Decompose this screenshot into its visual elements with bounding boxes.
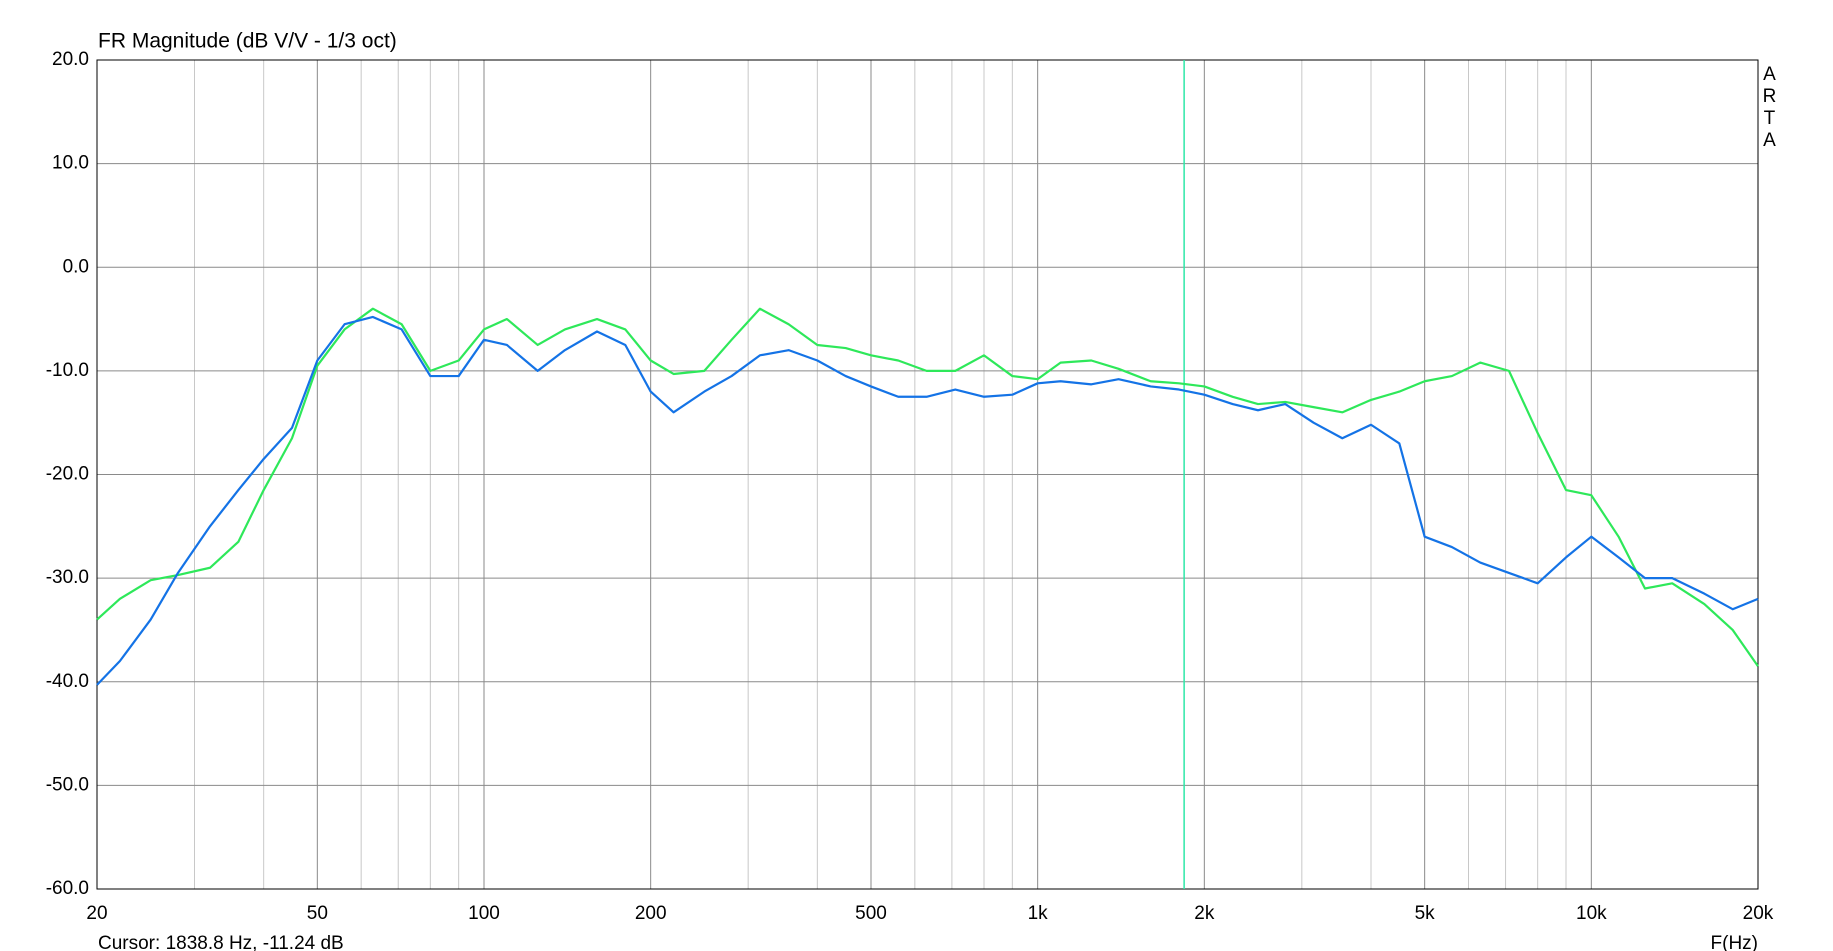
chart-title: FR Magnitude (dB V/V - 1/3 oct) xyxy=(98,30,397,53)
series-line xyxy=(96,307,1759,667)
x-tick-label: 1k xyxy=(1028,903,1049,924)
x-tick-label: 200 xyxy=(635,903,667,924)
y-tick-label: 10.0 xyxy=(52,153,89,174)
plot-frame xyxy=(96,59,1759,890)
x-tick-label: 100 xyxy=(468,903,500,924)
x-tick-label: 5k xyxy=(1415,903,1436,924)
x-tick-label: 10k xyxy=(1576,903,1607,924)
y-tick-label: -50.0 xyxy=(46,774,89,795)
x-tick-label: 500 xyxy=(855,903,887,924)
x-tick-label: 20k xyxy=(1743,903,1774,924)
y-tick-label: -30.0 xyxy=(46,567,89,588)
x-tick-label: 50 xyxy=(307,903,328,924)
plot-layer: 20 50 100 200 500 1k 2k 5k 10k 20k -60.0 -50.0 -40.0… xyxy=(46,49,1774,924)
y-tick-label: -20.0 xyxy=(46,464,89,485)
x-tick-label: 2k xyxy=(1194,903,1215,924)
y-tick-label: 20.0 xyxy=(52,49,89,70)
cursor-readout: Cursor: 1838.8 Hz, -11.24 dB xyxy=(98,933,344,951)
y-tick-label: -40.0 xyxy=(46,671,89,692)
y-tick-label: -60.0 xyxy=(46,878,89,899)
x-axis-label: F(Hz) xyxy=(1711,933,1758,951)
series-line xyxy=(96,315,1759,686)
x-tick-label: 20 xyxy=(86,903,107,924)
brand-mark: ARTA xyxy=(1759,64,1780,152)
y-tick-label: 0.0 xyxy=(63,256,89,277)
y-tick-label: -10.0 xyxy=(46,360,89,381)
